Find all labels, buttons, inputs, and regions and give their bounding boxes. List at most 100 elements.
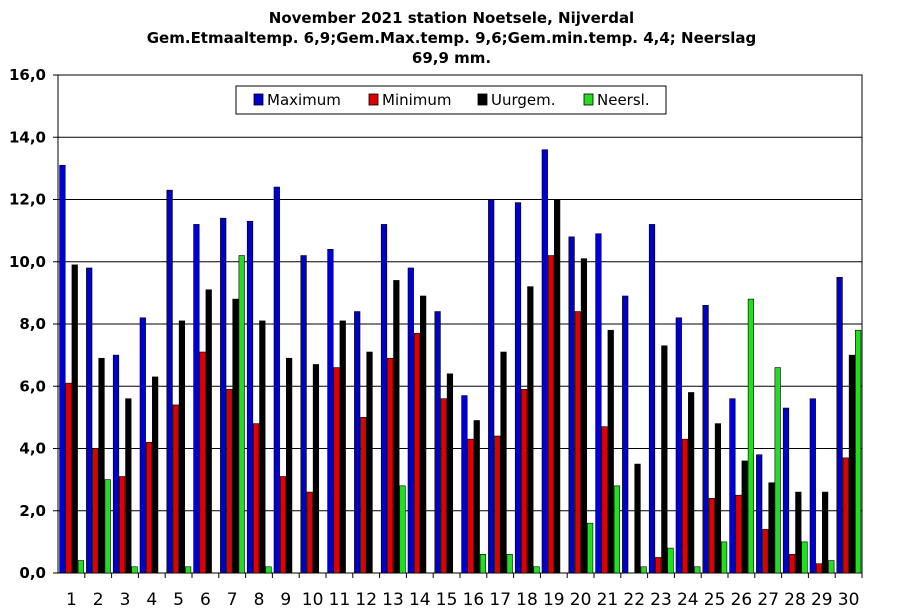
bar-neersl-day-30 — [854, 329, 862, 574]
bar-maximum-day-2 — [86, 267, 93, 574]
bar-minimum-day-24 — [681, 438, 689, 574]
bar-maximum-day-10 — [300, 255, 307, 574]
bar-neersl-day-16 — [479, 554, 487, 574]
bar-uurgem-day-20 — [580, 258, 588, 574]
y-tick-label: 4,0 — [19, 440, 46, 458]
x-tick-label: 10 — [302, 590, 324, 610]
bar-uurgem-day-14 — [420, 295, 427, 574]
bar-neersl-day-7 — [238, 255, 245, 574]
bar-uurgem-day-16 — [473, 420, 480, 574]
legend-label-minimum: Minimum — [382, 91, 452, 109]
bar-minimum-day-26 — [735, 494, 742, 574]
bar-uurgem-day-27 — [768, 482, 775, 574]
x-tick-label: 29 — [811, 590, 833, 610]
x-tick-label: 28 — [784, 590, 806, 610]
bar-maximum-day-18 — [514, 202, 522, 574]
bar-uurgem-day-9 — [286, 357, 293, 574]
bar-maximum-day-11 — [327, 249, 334, 574]
bar-uurgem-day-11 — [339, 320, 346, 574]
bar-minimum-day-11 — [333, 367, 340, 574]
bar-minimum-day-30 — [842, 457, 849, 574]
bar-neersl-day-17 — [506, 554, 513, 574]
bar-minimum-day-7 — [226, 389, 233, 574]
bar-neersl-day-22 — [640, 566, 647, 574]
bar-maximum-day-29 — [809, 398, 816, 574]
chart-title-block: November 2021 station Noetsele, Nijverda… — [0, 8, 903, 68]
x-tick-label: 6 — [200, 590, 211, 610]
bar-minimum-day-4 — [145, 441, 153, 574]
bar-uurgem-day-17 — [500, 351, 507, 574]
bar-uurgem-day-29 — [822, 491, 829, 574]
bar-neersl-day-27 — [774, 367, 781, 574]
bar-uurgem-day-25 — [714, 423, 722, 574]
x-tick-label: 22 — [623, 590, 645, 610]
x-tick-label: 3 — [120, 590, 131, 610]
bar-maximum-day-17 — [488, 199, 495, 574]
bar-uurgem-day-28 — [795, 491, 802, 574]
x-tick-label: 2 — [93, 590, 104, 610]
legend-swatch-uurgem — [477, 93, 488, 106]
bar-maximum-day-23 — [648, 224, 656, 574]
y-tick-label: 2,0 — [19, 502, 46, 520]
bar-minimum-day-14 — [413, 333, 421, 574]
bar-neersl-day-2 — [104, 479, 111, 574]
bar-neersl-day-29 — [828, 560, 835, 574]
bar-maximum-day-15 — [434, 311, 441, 574]
bar-maximum-day-20 — [568, 236, 575, 574]
bar-uurgem-day-15 — [446, 373, 454, 574]
y-tick-label: 14,0 — [9, 128, 46, 146]
bar-neersl-day-24 — [694, 566, 701, 574]
legend-label-maximum: Maximum — [267, 91, 341, 109]
bar-minimum-day-15 — [440, 398, 447, 574]
x-tick-label: 24 — [677, 590, 699, 610]
legend-box — [235, 85, 667, 115]
bar-neersl-day-26 — [747, 298, 754, 574]
bar-minimum-day-3 — [119, 476, 126, 574]
bar-uurgem-day-7 — [232, 298, 239, 574]
bar-maximum-day-12 — [354, 311, 361, 574]
x-tick-label: 26 — [731, 590, 753, 610]
y-tick-label: 12,0 — [9, 191, 46, 209]
bar-maximum-day-19 — [541, 149, 548, 574]
x-tick-label: 9 — [280, 590, 291, 610]
bar-neersl-day-21 — [613, 485, 620, 574]
bar-neersl-day-23 — [667, 547, 674, 574]
x-tick-label: 4 — [146, 590, 157, 610]
x-tick-label: 20 — [570, 590, 592, 610]
bar-maximum-day-16 — [461, 395, 468, 574]
bar-maximum-day-30 — [836, 277, 843, 574]
bar-minimum-day-8 — [253, 423, 260, 574]
bar-maximum-day-1 — [59, 164, 66, 574]
bar-maximum-day-13 — [380, 224, 388, 574]
bar-maximum-day-21 — [595, 233, 602, 574]
bar-maximum-day-4 — [139, 317, 146, 574]
bar-uurgem-day-1 — [71, 264, 78, 574]
bar-uurgem-day-4 — [152, 376, 159, 574]
bar-uurgem-day-13 — [393, 280, 400, 574]
legend-swatch-maximum — [253, 93, 264, 106]
x-tick-label: 16 — [463, 590, 485, 610]
x-tick-label: 12 — [355, 590, 377, 610]
bar-neersl-day-3 — [131, 566, 138, 574]
x-tick-label: 25 — [704, 590, 726, 610]
y-tick-label: 10,0 — [9, 253, 46, 271]
bar-uurgem-day-6 — [205, 289, 212, 574]
bar-uurgem-day-8 — [259, 320, 266, 574]
legend-swatch-neersl — [583, 93, 594, 106]
bar-maximum-day-25 — [702, 305, 709, 574]
bar-neersl-day-25 — [720, 541, 728, 574]
bar-maximum-day-6 — [193, 224, 200, 574]
bar-maximum-day-14 — [407, 267, 414, 574]
bar-neersl-day-20 — [586, 522, 594, 574]
x-tick-label: 27 — [757, 590, 779, 610]
x-tick-label: 14 — [409, 590, 431, 610]
bar-uurgem-day-22 — [634, 463, 641, 574]
x-tick-label: 1 — [66, 590, 77, 610]
y-tick-label: 6,0 — [19, 377, 46, 395]
bar-minimum-day-25 — [708, 497, 715, 574]
chart-title: November 2021 station Noetsele, Nijverda… — [268, 9, 635, 27]
bar-minimum-day-23 — [655, 557, 662, 574]
bar-maximum-day-27 — [756, 454, 763, 574]
bar-maximum-day-5 — [166, 189, 173, 574]
bar-minimum-day-1 — [65, 382, 72, 574]
